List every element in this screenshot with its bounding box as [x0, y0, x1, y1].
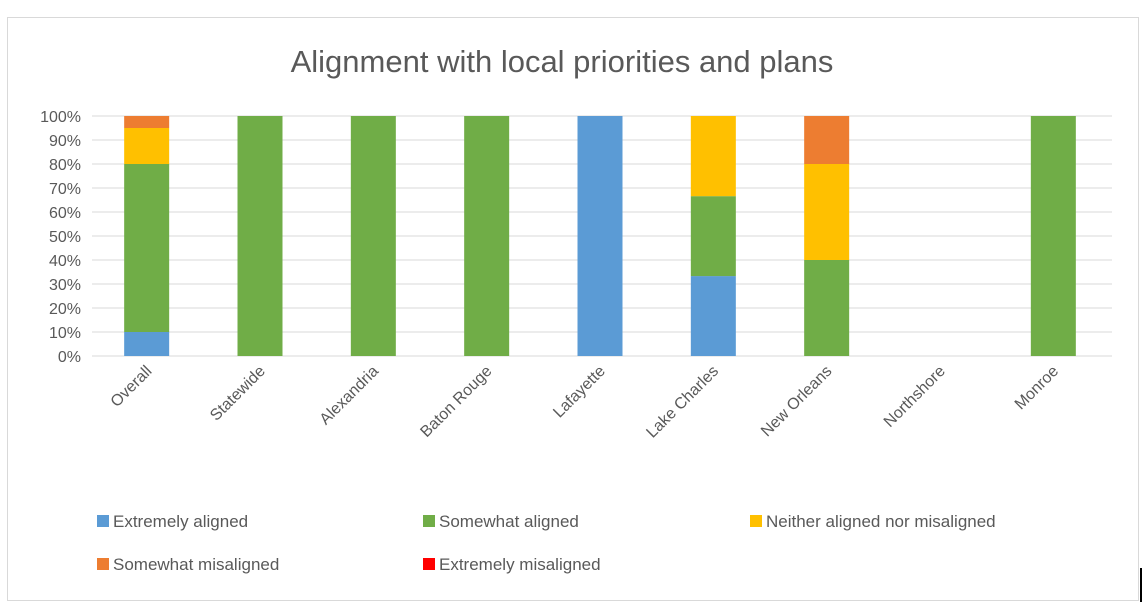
y-tick-label: 50% — [49, 229, 81, 246]
bar-segment — [124, 116, 170, 128]
bar-segment — [350, 116, 396, 356]
chart-area — [7, 17, 1139, 601]
x-tick-label: New Orleans — [758, 363, 835, 440]
x-tick-label: Monroe — [1012, 363, 1062, 413]
legend-swatch — [423, 515, 435, 527]
chart-title: Alignment with local priorities and plan… — [291, 44, 834, 79]
bar-segment — [690, 196, 736, 277]
x-tick-label: Alexandria — [317, 363, 383, 429]
legend-label: Somewhat aligned — [439, 512, 579, 531]
bar-segment — [804, 260, 850, 356]
y-tick-label: 100% — [40, 109, 81, 126]
bar-segment — [1030, 116, 1076, 356]
x-axis: Overall Statewide Alexandria Baton Rouge Laf… — [108, 363, 1063, 442]
bar-segment — [804, 164, 850, 260]
bar-segment — [690, 116, 736, 197]
legend-label: Somewhat misaligned — [113, 555, 279, 574]
x-tick-label: Baton Rouge — [417, 363, 495, 441]
bar-segment — [124, 128, 170, 164]
y-tick-label: 70% — [49, 181, 81, 198]
y-tick-label: 20% — [49, 301, 81, 318]
x-tick-label: Statewide — [207, 363, 269, 425]
legend-swatch — [97, 558, 109, 570]
legend-swatch — [97, 515, 109, 527]
y-tick-label: 0% — [58, 349, 81, 366]
legend-swatch — [423, 558, 435, 570]
y-axis: 0% 10% 20% 30% 40% 50% 60% 70% 80% 90% 100% — [40, 109, 81, 366]
x-tick-label: Northshore — [881, 363, 949, 431]
y-tick-label: 60% — [49, 205, 81, 222]
bar-segment — [237, 116, 283, 356]
legend: Extremely aligned Somewhat aligned Neither… — [97, 512, 996, 574]
bar-segment — [124, 164, 170, 332]
text-cursor — [1140, 568, 1142, 602]
x-tick-label: Lafayette — [550, 363, 609, 422]
bar-segment — [124, 332, 170, 356]
bar-segment — [804, 116, 850, 164]
y-tick-label: 10% — [49, 325, 81, 342]
bar-segment — [577, 116, 623, 356]
bar-segment — [690, 276, 736, 356]
legend-label: Extremely misaligned — [439, 555, 601, 574]
legend-swatch — [750, 515, 762, 527]
legend-label: Extremely aligned — [113, 512, 248, 531]
bar-segment — [464, 116, 510, 356]
x-tick-label: Lake Charles — [643, 363, 722, 442]
y-tick-label: 90% — [49, 133, 81, 150]
y-tick-label: 40% — [49, 253, 81, 270]
y-tick-label: 80% — [49, 157, 81, 174]
y-tick-label: 30% — [49, 277, 81, 294]
legend-label: Neither aligned nor misaligned — [766, 512, 996, 531]
bars — [124, 116, 1076, 356]
x-tick-label: Overall — [108, 363, 156, 411]
